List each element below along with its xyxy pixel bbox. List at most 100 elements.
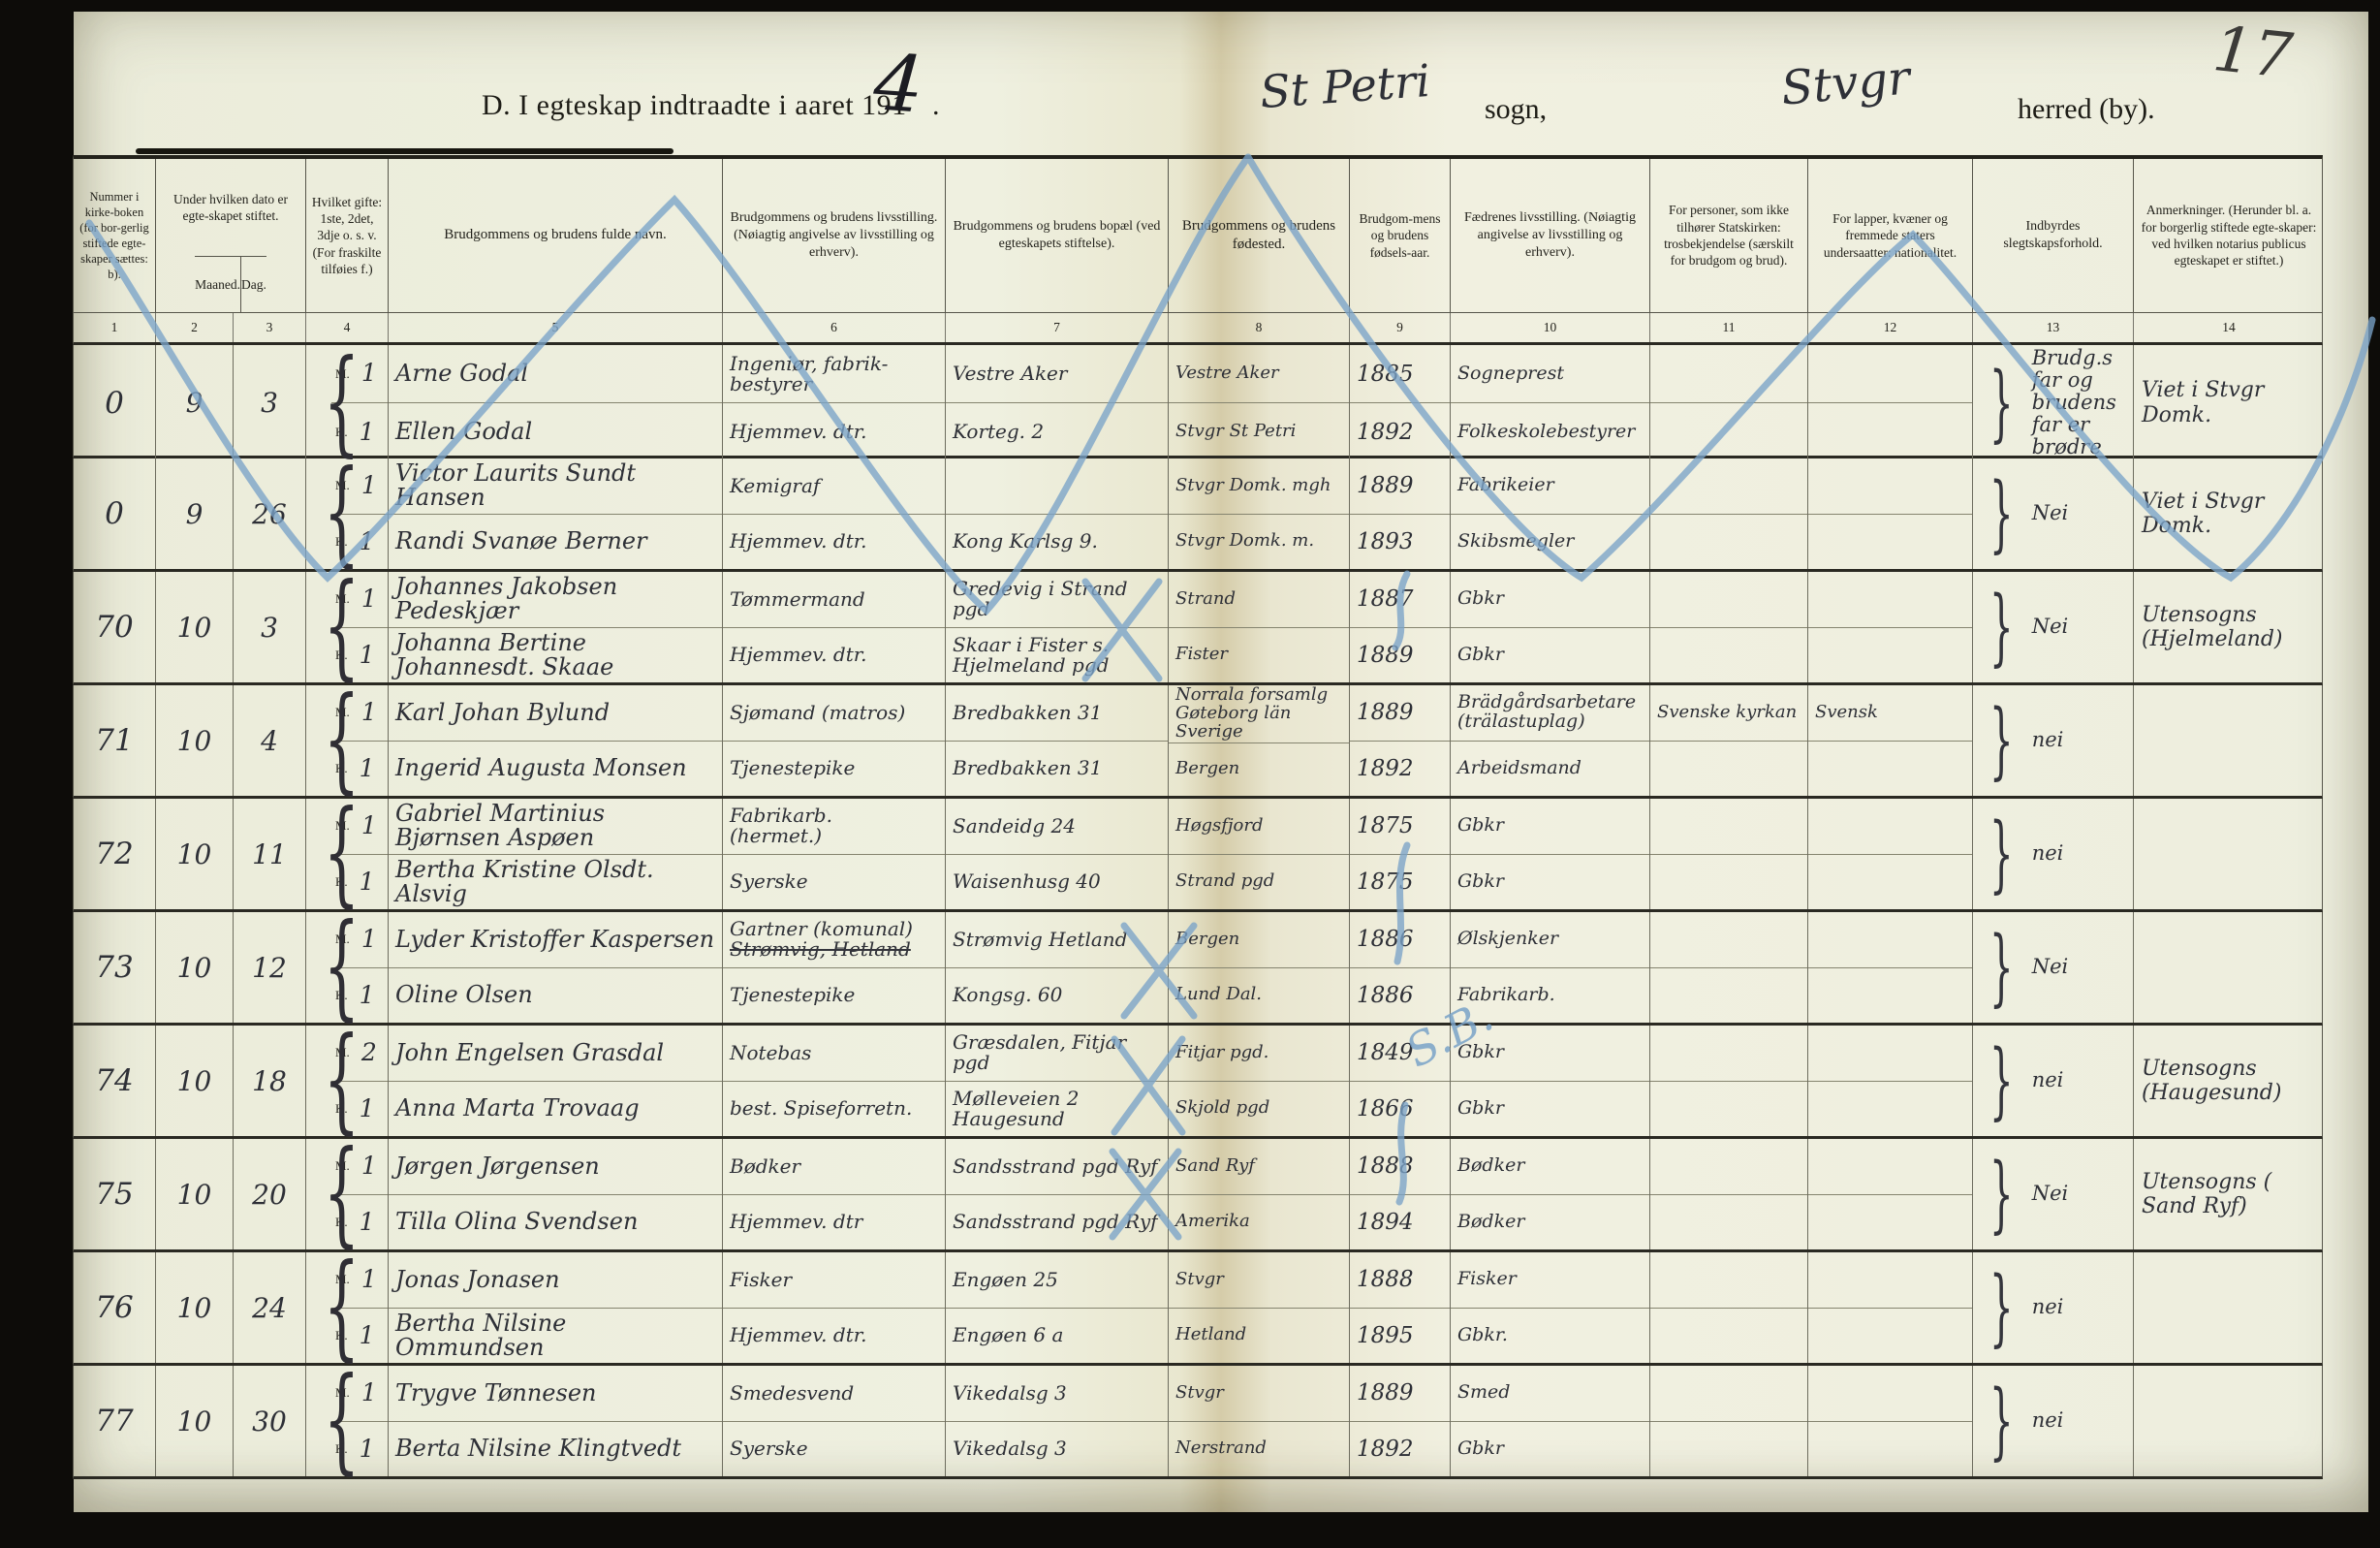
cell-dag: 4 — [234, 685, 306, 796]
header-bopel: Brudgommens og brudens bopæl (ved egtesk… — [946, 159, 1169, 312]
bride-occupation: Tjenestepike — [730, 983, 856, 1007]
cell-bopel: Kong Karlsg 9. — [946, 458, 1169, 569]
groom-birthplace: Bergen — [1175, 928, 1240, 949]
cell-faedrene: Gbkr Gbkr — [1451, 572, 1650, 682]
cell-tro — [1650, 572, 1808, 682]
bride-name: Johanna Bertine Johannesdt. Skaae — [395, 628, 614, 680]
cell-livsstilling: Tømmermand Hjemmev. dtr. — [723, 572, 946, 682]
entry-month: 10 — [176, 1064, 212, 1097]
entry-day: 12 — [252, 951, 287, 984]
cell-gifte: { M. 1 K. 1 — [306, 795, 389, 909]
column-number: 7 — [946, 313, 1169, 342]
cell-nasjonalitet — [1808, 458, 1973, 569]
groom-father-occupation: Fabrikeier — [1457, 474, 1554, 496]
groom-birth-year: 1889 — [1357, 700, 1414, 726]
bride-birthplace: Skjold pgd — [1175, 1097, 1270, 1119]
groom-father-occupation: Fisker — [1457, 1268, 1517, 1290]
cell-livsstilling: Bødker Hjemmev. dtr — [723, 1139, 946, 1249]
cell-aar: 1889 1892 — [1350, 1366, 1451, 1476]
column-number: 11 — [1650, 313, 1808, 342]
table-row: 71 10 4 { M. 1 K. 1 Karl Johan Bylund In… — [73, 681, 2323, 799]
bride-birthplace: Fister — [1175, 644, 1228, 665]
column-number: 12 — [1808, 313, 1973, 342]
kinship-value: Brudg.s far og brudens far er brødre — [2031, 346, 2116, 459]
cell-navn: Jonas Jonasen Bertha Nilsine Ommundsen — [389, 1252, 723, 1363]
cell-nasjonalitet — [1808, 912, 1973, 1023]
cell-tro — [1650, 799, 1808, 909]
kinship-value: Nei — [2031, 1182, 2069, 1206]
cell-dag: 18 — [234, 1026, 306, 1136]
entry-number: 0 — [105, 385, 124, 421]
cell-faedrene: Gbkr Gbkr — [1451, 799, 1650, 909]
cell-dag: 24 — [234, 1252, 306, 1363]
cell-maaned: 10 — [156, 799, 234, 909]
cell-nasjonalitet — [1808, 1252, 1973, 1363]
closing-brace-glyph: } — [1989, 1259, 2014, 1356]
bride-name: Randi Svanøe Berner — [395, 527, 647, 555]
groom-name: John Engelsen Grasdal — [395, 1038, 665, 1066]
table-row: 0 9 3 { M. 1 K. 1 Arne Godal Ellen Godal… — [73, 343, 2323, 461]
bride-birth-year: 1894 — [1357, 1209, 1414, 1235]
cell-anmerkninger — [2134, 799, 2324, 909]
entry-month: 10 — [176, 951, 212, 984]
table-row: 75 10 20 { M. 1 K. 1 Jørgen Jørgensen Ti… — [73, 1135, 2323, 1252]
cell-maaned: 10 — [156, 1252, 234, 1363]
cell-slegtskap: } nei — [1973, 1252, 2134, 1363]
entry-number: 72 — [95, 837, 134, 871]
curly-brace-glyph: { — [323, 784, 360, 919]
cell-faedrene: Gbkr Gbkr — [1451, 1026, 1650, 1136]
cell-faedrene: Brädgårdsarbetare (trälastuplag) Arbeids… — [1451, 685, 1650, 796]
cell-aar: 1889 1893 — [1350, 458, 1451, 569]
cell-dag: 30 — [234, 1366, 306, 1476]
bride-name: Anna Marta Trovaag — [395, 1094, 640, 1122]
bride-occupation: Hjemmev. dtr. — [730, 420, 867, 444]
cell-aar: 1875 1875 — [1350, 799, 1451, 909]
cell-dag: 11 — [234, 799, 306, 909]
cell-bopel: Engøen 25 Engøen 6 a — [946, 1252, 1169, 1363]
cell-gifte: { M. 1 K. 1 — [306, 444, 389, 579]
cell-faedrene: Fabrikeier Skibsmegler — [1451, 458, 1650, 569]
groom-row-label: M. — [335, 1385, 350, 1401]
entry-month: 10 — [176, 1178, 212, 1211]
bride-father-occupation: Gbkr — [1457, 1096, 1504, 1119]
cell-tro — [1650, 1252, 1808, 1363]
cell-slegtskap: } nei — [1973, 1366, 2134, 1476]
groom-father-occupation: Smed — [1457, 1381, 1511, 1404]
groom-birth-year: 1886 — [1357, 927, 1414, 953]
groom-row-label: M. — [335, 705, 350, 720]
cell-nasjonalitet — [1808, 1026, 1973, 1136]
column-number: 5 — [389, 313, 723, 342]
marriage-register-table: Nummer i kirke-boken (for bor-gerlig sti… — [73, 155, 2323, 1479]
kinship-value: nei — [2031, 1408, 2064, 1433]
cell-navn: Jørgen Jørgensen Tilla Olina Svendsen — [389, 1139, 723, 1249]
table-body: 0 9 3 { M. 1 K. 1 Arne Godal Ellen Godal… — [73, 343, 2324, 1479]
groom-nationality: Svensk — [1815, 701, 1878, 722]
cell-slegtskap: } Nei — [1973, 1139, 2134, 1249]
header-fodested: Brudgommens og brudens fødested. — [1169, 159, 1350, 312]
heavy-rule — [136, 148, 673, 154]
header-nummer: Nummer i kirke-boken (for bor-gerlig sti… — [74, 159, 156, 312]
groom-name: Jonas Jonasen — [395, 1265, 560, 1293]
column-number: 2 — [156, 313, 234, 342]
header-anmerkninger: Anmerkninger. (Herunder bl. a. for borge… — [2141, 203, 2317, 269]
cell-tro — [1650, 912, 1808, 1023]
cell-bopel: Sandeidg 24 Waisenhusg 40 — [946, 799, 1169, 909]
entry-number: 0 — [105, 496, 124, 531]
column-number: 3 — [234, 313, 306, 342]
groom-row-label: M. — [335, 1272, 350, 1287]
closing-brace-glyph: } — [1989, 692, 2014, 789]
cell-aar: 1886 1886 — [1350, 912, 1451, 1023]
groom-name: Trygve Tønnesen — [395, 1378, 597, 1406]
bride-father-occupation: Gbkr. — [1457, 1323, 1508, 1345]
header-navn: Brudgommens og brudens fulde navn. — [389, 159, 723, 312]
curly-brace-glyph: { — [323, 444, 360, 579]
header-dag: Dag. — [239, 257, 266, 312]
kinship-value: nei — [2031, 728, 2064, 752]
table-row: 72 10 11 { M. 1 K. 1 Gabriel Martinius B… — [73, 795, 2324, 912]
bride-marriage-ordinal: 1 — [359, 640, 375, 669]
cell-tro — [1650, 1026, 1808, 1136]
bride-birthplace: Bergen — [1175, 758, 1240, 779]
cell-bopel: Sandsstrand pgd Ryf Sandsstrand pgd Ryf — [946, 1139, 1169, 1249]
bride-residence: Waisenhusg 40 — [953, 869, 1101, 894]
cell-tro: Svenske kyrkan — [1650, 685, 1808, 796]
